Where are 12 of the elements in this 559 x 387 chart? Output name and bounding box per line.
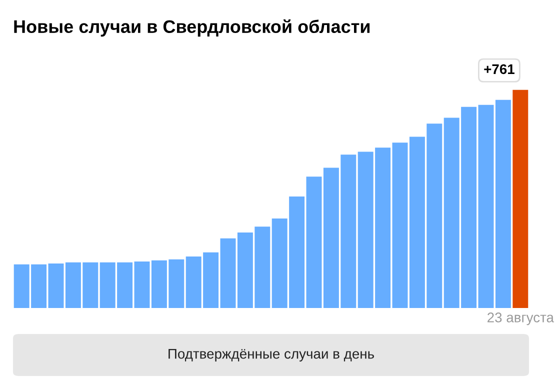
- text: Подтверждённые случаи в день: [168, 349, 374, 362]
- bar: [48, 263, 64, 308]
- bar: [512, 90, 528, 308]
- bar: [495, 100, 511, 308]
- bar: [392, 142, 408, 308]
- x-tick-label: 23 августа: [488, 312, 554, 326]
- bar: [306, 176, 322, 308]
- chart-title: Новые случаи в Свердловской области: [14, 19, 370, 37]
- bar: [478, 104, 494, 308]
- annotation: +761: [484, 64, 514, 74]
- bar: [220, 238, 236, 308]
- bar: [134, 262, 150, 308]
